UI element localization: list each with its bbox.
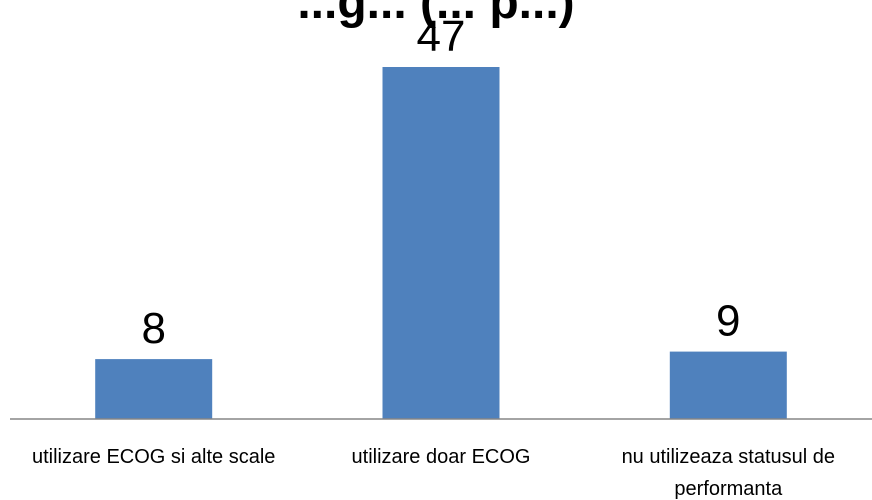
value-label-2: 47 [417, 12, 466, 61]
category-label-1: utilizare ECOG si alte scale [32, 446, 275, 468]
value-labels-group: 8 47 9 [141, 12, 740, 353]
value-label-3: 9 [716, 297, 740, 346]
chart-title: ...g... (... p...) [297, 0, 574, 29]
bar-1 [95, 359, 213, 419]
category-label-3: nu utilizeaza statusul de performanta [622, 446, 835, 500]
category-label-2: utilizare doar ECOG [352, 446, 531, 468]
bar-3 [669, 351, 787, 419]
value-label-1: 8 [141, 304, 165, 353]
bars-group [95, 67, 787, 419]
category-labels-group: utilizare ECOG si alte scale utilizare do… [32, 446, 835, 500]
bar-2 [382, 67, 500, 419]
